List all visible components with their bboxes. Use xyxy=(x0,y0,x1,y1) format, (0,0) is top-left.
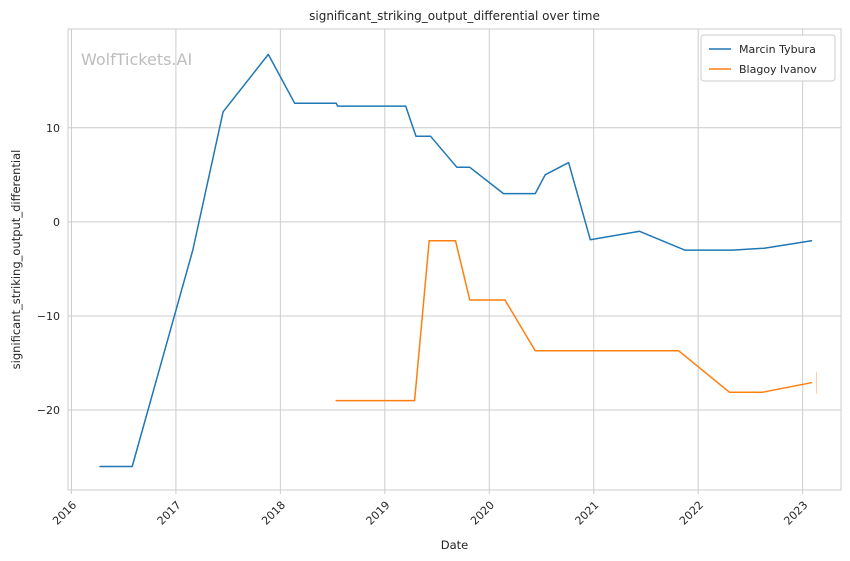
y-axis-ticks: −20 −10 0 10 xyxy=(37,122,60,417)
y-tick-label: −20 xyxy=(37,404,60,417)
grid xyxy=(68,29,841,490)
legend: Marcin Tybura Blagoy Ivanov xyxy=(700,34,836,82)
series-layer xyxy=(99,53,818,468)
x-axis-label: Date xyxy=(441,538,469,552)
series-line-1 xyxy=(335,239,813,402)
watermark-text: WolfTickets.AI xyxy=(81,50,192,69)
legend-entry-label: Marcin Tybura xyxy=(739,43,816,56)
y-tick-label: 0 xyxy=(53,216,60,229)
y-tick-label: 10 xyxy=(46,122,60,135)
chart-title: significant_striking_output_differential… xyxy=(309,9,600,23)
plot-frame xyxy=(67,28,842,491)
y-tick-label: −10 xyxy=(37,310,60,323)
series-line-0 xyxy=(99,53,813,468)
legend-box xyxy=(700,34,836,82)
y-axis-label: significant_striking_output_differential xyxy=(9,150,23,370)
legend-entry-label: Blagoy Ivanov xyxy=(739,63,817,76)
plot-area: WolfTickets.AI xyxy=(67,28,842,491)
